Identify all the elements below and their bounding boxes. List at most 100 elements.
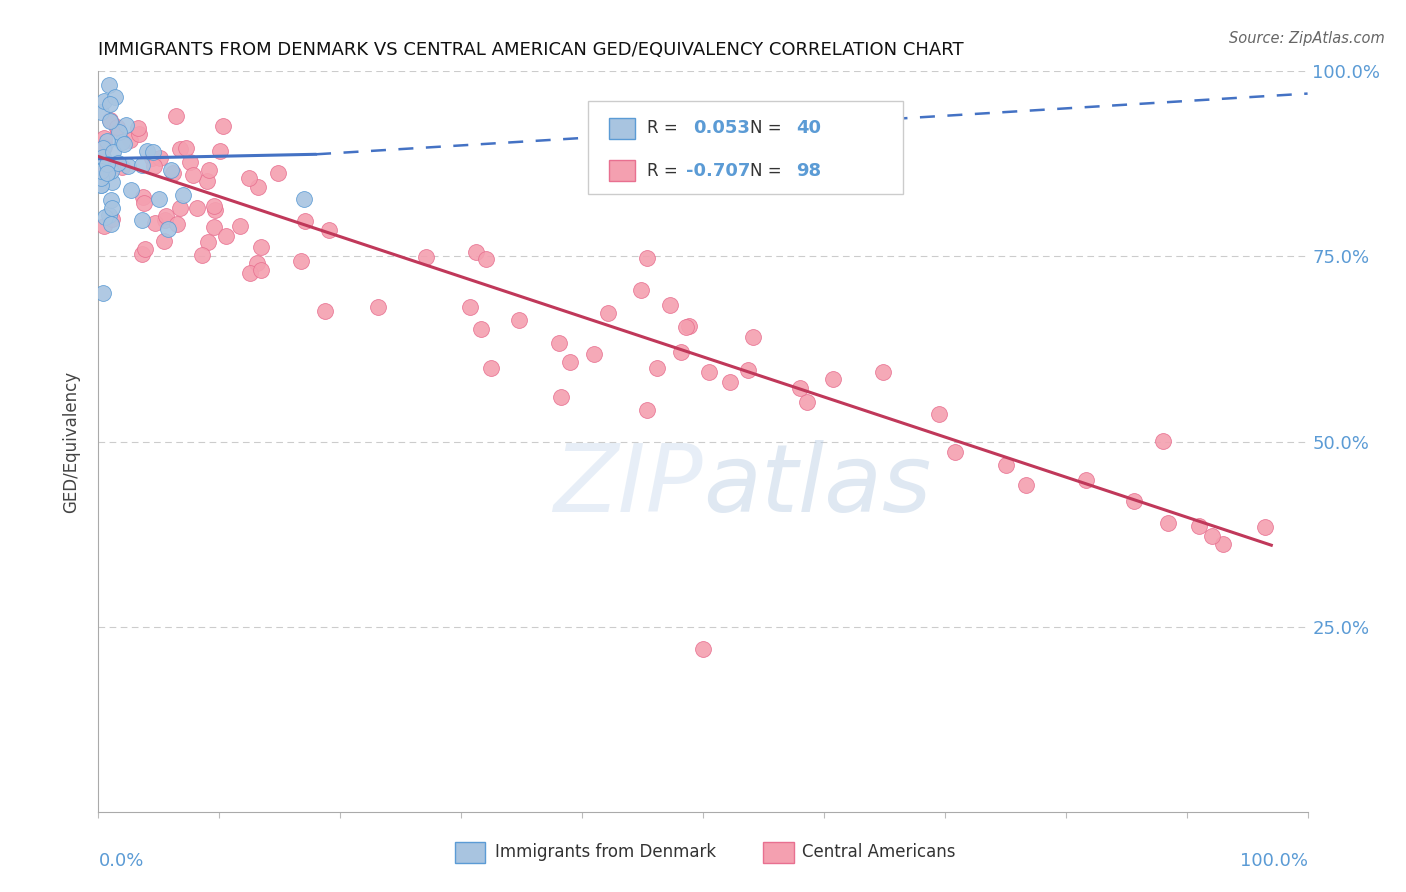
Point: [995, 458, 1018, 473]
Point: [239, 266, 262, 280]
Point: [115, 118, 138, 132]
Point: [98, 113, 121, 128]
Text: Source: ZipAtlas.com: Source: ZipAtlas.com: [1229, 31, 1385, 46]
Point: [93, 167, 115, 181]
Point: [90, 178, 112, 192]
Bar: [609, 161, 636, 181]
Point: [470, 322, 492, 336]
Point: [314, 303, 336, 318]
Point: [247, 180, 270, 194]
Point: [1076, 473, 1098, 487]
Point: [718, 375, 741, 389]
Point: [1188, 519, 1211, 533]
Point: [238, 171, 260, 186]
Point: [148, 193, 170, 207]
Point: [169, 142, 191, 156]
Point: [97, 208, 120, 222]
Point: [143, 215, 166, 229]
Point: [111, 136, 134, 150]
Point: [202, 199, 225, 213]
Point: [197, 235, 219, 249]
Point: [294, 213, 316, 227]
Text: 100.0%: 100.0%: [1240, 853, 1308, 871]
Point: [737, 363, 759, 377]
Point: [645, 361, 668, 376]
Point: [548, 335, 571, 350]
Point: [630, 283, 652, 297]
Point: [96, 156, 118, 170]
Bar: [456, 842, 485, 863]
Point: [90, 170, 112, 185]
Point: [98, 96, 121, 111]
Point: [108, 125, 131, 139]
Point: [692, 641, 714, 656]
Point: [195, 174, 218, 188]
Point: [120, 133, 142, 147]
Point: [93, 95, 115, 109]
Point: [101, 175, 124, 189]
Y-axis label: GED/Equivalency: GED/Equivalency: [62, 370, 80, 513]
Point: [678, 318, 700, 333]
Text: -0.707: -0.707: [686, 161, 751, 179]
Text: IMMIGRANTS FROM DENMARK VS CENTRAL AMERICAN GED/EQUIVALENCY CORRELATION CHART: IMMIGRANTS FROM DENMARK VS CENTRAL AMERI…: [98, 41, 965, 59]
Point: [93, 211, 115, 225]
Point: [156, 222, 179, 236]
Point: [246, 256, 269, 270]
Point: [153, 213, 176, 227]
Point: [202, 220, 225, 235]
Point: [93, 131, 115, 145]
Point: [93, 136, 115, 150]
Point: [669, 345, 692, 359]
Point: [104, 89, 127, 103]
Point: [928, 407, 950, 421]
Point: [93, 219, 115, 233]
Point: [796, 394, 818, 409]
Point: [128, 127, 150, 141]
Point: [215, 228, 238, 243]
Point: [212, 119, 235, 133]
Point: [142, 145, 165, 160]
Point: [204, 202, 226, 217]
Point: [127, 120, 149, 135]
Point: [1254, 519, 1277, 533]
Point: [98, 78, 121, 93]
Point: [100, 194, 122, 208]
Point: [142, 159, 165, 173]
Point: [821, 372, 844, 386]
Point: [697, 366, 720, 380]
Point: [742, 330, 765, 344]
Point: [479, 360, 502, 375]
Point: [179, 155, 201, 169]
Point: [636, 403, 658, 417]
Point: [228, 219, 250, 234]
Text: R =: R =: [647, 120, 683, 137]
Point: [155, 209, 177, 223]
Point: [141, 151, 163, 165]
Text: N =: N =: [751, 120, 787, 137]
Point: [100, 217, 122, 231]
Point: [90, 163, 112, 178]
Point: [97, 160, 120, 174]
Point: [318, 223, 340, 237]
Text: 0.0%: 0.0%: [98, 853, 143, 871]
Point: [101, 201, 124, 215]
Point: [675, 319, 697, 334]
Point: [465, 245, 488, 260]
Point: [191, 248, 214, 262]
Point: [181, 168, 204, 182]
Point: [100, 164, 122, 178]
Bar: [763, 842, 794, 863]
Point: [105, 120, 128, 135]
Point: [508, 313, 530, 327]
Point: [112, 136, 135, 151]
Point: [174, 141, 197, 155]
Text: R =: R =: [647, 161, 683, 179]
Point: [789, 381, 811, 395]
Point: [96, 166, 118, 180]
Point: [475, 252, 498, 266]
Point: [117, 159, 139, 173]
Text: atlas: atlas: [703, 441, 931, 532]
Point: [160, 163, 183, 178]
Point: [120, 183, 142, 197]
Point: [598, 305, 620, 319]
